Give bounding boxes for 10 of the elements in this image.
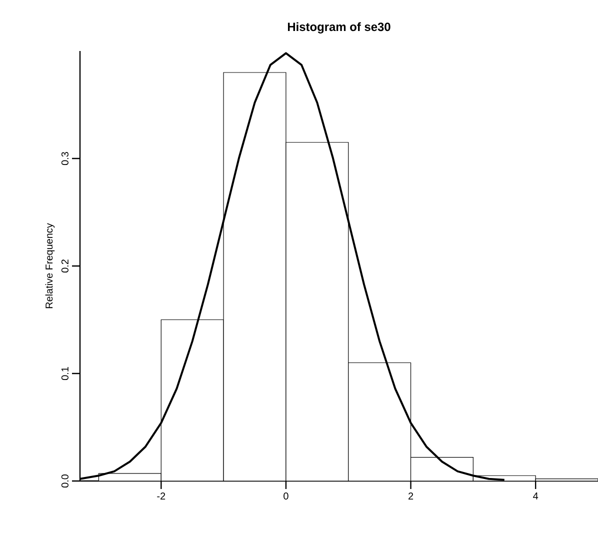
x-tick-label: 2: [408, 492, 414, 500]
y-tick-label: 0.2: [61, 260, 68, 273]
y-tick-label: 0.0: [61, 474, 68, 488]
y-tick-label: 0.3: [61, 152, 68, 166]
chart-title: Histogram of se30: [288, 22, 390, 34]
x-tick-label: -2: [157, 492, 166, 500]
x-tick-label: 0: [284, 492, 288, 500]
y-tick-label: 0.1: [61, 367, 68, 380]
x-tick-label: 4: [533, 492, 538, 500]
y-axis-title: Relative Frequency: [45, 223, 55, 308]
